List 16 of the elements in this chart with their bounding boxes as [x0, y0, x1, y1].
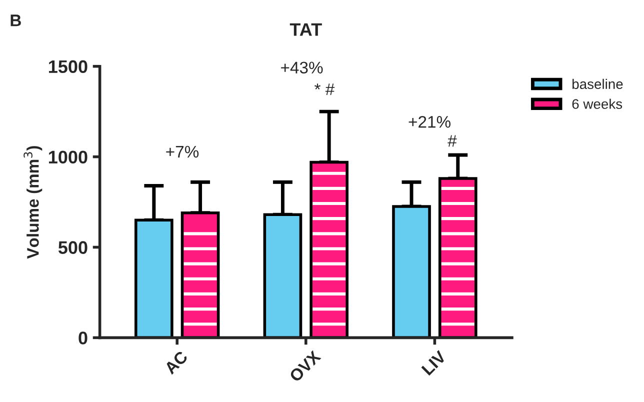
y-tick-label: 500 — [58, 241, 88, 254]
legend-label: baseline — [572, 78, 623, 90]
y-axis-title: Volume (mm$^{3}$) — [24, 146, 42, 259]
text: B — [10, 14, 21, 26]
y-tick-label: 0 — [78, 332, 88, 344]
annotation: # — [448, 135, 457, 147]
x-tick-label: AC — [164, 350, 188, 375]
y-tick-label: 1500 — [48, 60, 88, 74]
y-tick-label: 1000 — [48, 150, 88, 164]
annotation: +43% — [281, 62, 323, 74]
annotation: +7% — [166, 146, 199, 158]
x-tick-label: LIV — [421, 350, 447, 376]
annotation: * # — [314, 84, 335, 96]
annotation: +21% — [408, 116, 450, 128]
chart-title: TAT — [290, 23, 322, 36]
legend-label: 6 weeks — [572, 98, 622, 109]
